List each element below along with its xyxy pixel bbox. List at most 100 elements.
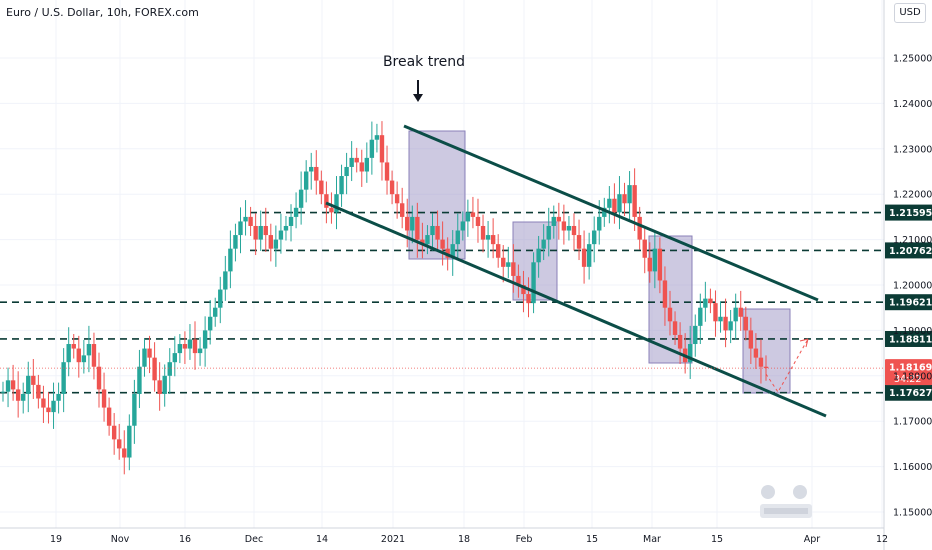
candle-body (703, 298, 708, 308)
candle (713, 290, 718, 337)
candle-body (56, 393, 61, 401)
candle-body (41, 398, 46, 408)
candle-body (258, 225, 263, 240)
time-axis[interactable]: 19 Nov 16 Dec 14 2021 18 Feb 15 Mar 15 Apr 12 (50, 534, 888, 545)
candle (96, 352, 102, 408)
candle-body (627, 185, 632, 204)
candle (101, 372, 107, 422)
candle-body (399, 203, 405, 217)
candle-body (465, 212, 471, 222)
candle (652, 230, 658, 289)
candle-body (374, 135, 380, 140)
candle-body (647, 257, 652, 272)
candle-body (450, 244, 455, 258)
candle (329, 192, 334, 224)
candle-body (233, 235, 238, 249)
x-tick-label[interactable]: 18 (458, 534, 470, 545)
candle-body (546, 225, 551, 240)
candle (21, 382, 26, 414)
candle (511, 244, 516, 293)
candle (455, 213, 460, 259)
level-badge (885, 242, 932, 259)
support-resistance-levels[interactable]: 1.21595 1.20762 1.19621 1.18811 1.17627 (0, 204, 932, 401)
candle (470, 196, 476, 229)
candle (31, 359, 36, 399)
candle (571, 213, 577, 251)
annotation[interactable]: Break trend (383, 54, 465, 102)
candle-body (420, 239, 425, 245)
candle-body (758, 357, 764, 367)
annotation-text[interactable]: Break trend (383, 54, 465, 70)
candle (46, 392, 51, 424)
price-axis[interactable]: 1.25000 1.24000 1.23000 1.22000 1.21000 1.200… (893, 54, 932, 519)
candle-body (561, 221, 567, 231)
candle (556, 202, 562, 240)
candle-body (688, 344, 693, 363)
x-tick-label[interactable]: Apr (804, 534, 821, 545)
candle-body (46, 407, 51, 413)
candle (283, 215, 289, 241)
candle-body (213, 307, 218, 317)
candle-body (632, 185, 637, 217)
candle (753, 333, 759, 369)
x-tick-label[interactable]: 16 (179, 534, 191, 545)
candle-body (76, 348, 81, 363)
x-tick-label[interactable]: Feb (516, 534, 533, 545)
candle-body (218, 289, 223, 308)
candle (106, 397, 112, 436)
candle-body (314, 166, 319, 181)
candle (465, 199, 471, 237)
candle-body (339, 176, 344, 195)
candle-body (364, 157, 370, 172)
level-badge (885, 294, 932, 311)
x-tick-label[interactable]: Dec (245, 534, 263, 545)
descending-channel[interactable] (325, 124, 827, 418)
channel-lower-line[interactable] (325, 201, 827, 418)
candle (536, 235, 541, 278)
candle-body (248, 216, 253, 226)
candle (233, 223, 238, 262)
candle (278, 213, 284, 254)
candle-body (506, 262, 511, 267)
candle-body (460, 221, 466, 231)
candle-body (36, 384, 41, 399)
candle-body (430, 225, 435, 236)
candle-body (293, 207, 299, 217)
x-tick-label[interactable]: 15 (711, 534, 723, 545)
x-tick-label[interactable]: Nov (111, 534, 130, 545)
candle (748, 317, 754, 364)
candle-body (0, 391, 6, 393)
x-tick-label[interactable]: 14 (316, 534, 328, 545)
candle (602, 197, 607, 227)
candle-body (470, 212, 476, 217)
candle (480, 214, 486, 253)
candle (485, 220, 491, 258)
x-tick-label[interactable]: Mar (643, 534, 661, 545)
candle (546, 207, 551, 257)
x-tick-label[interactable]: 19 (50, 534, 62, 545)
x-tick-label[interactable]: 15 (586, 534, 598, 545)
candle (541, 224, 546, 261)
currency-button[interactable]: USD (894, 3, 926, 23)
x-tick-label[interactable]: 2021 (381, 534, 405, 545)
y-tick-label: 1.15000 (893, 508, 932, 519)
candle-body (556, 216, 562, 222)
candle-body (147, 348, 152, 358)
candle-body (207, 316, 213, 331)
candle (91, 332, 97, 380)
candle (354, 147, 359, 173)
candle (410, 205, 415, 244)
candle (586, 232, 592, 280)
candle (213, 297, 218, 327)
projection-path[interactable] (765, 338, 809, 393)
candle (425, 225, 430, 255)
candle-body (607, 198, 612, 208)
x-tick-label[interactable]: 12 (876, 534, 888, 545)
candle (243, 200, 248, 236)
candle (238, 207, 243, 254)
candle-body (177, 344, 183, 354)
channel-upper-line[interactable] (403, 124, 819, 302)
candle-body (410, 216, 415, 231)
projection-line[interactable] (765, 338, 809, 393)
